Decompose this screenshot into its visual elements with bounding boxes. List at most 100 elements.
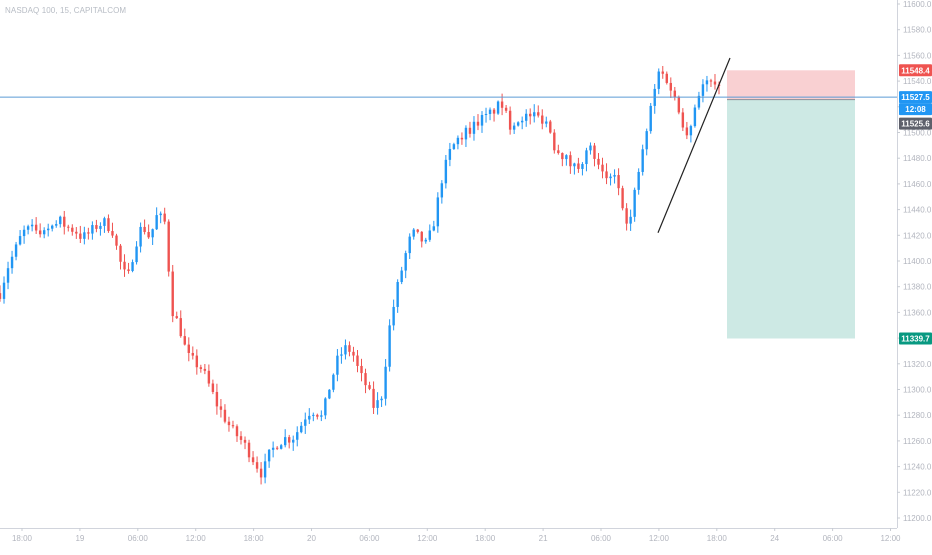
candle	[304, 412, 307, 434]
candle-body	[516, 122, 520, 126]
candle-body	[537, 112, 540, 116]
candle-body	[79, 233, 82, 239]
price-axis-label: 11220.0	[903, 488, 932, 497]
price-axis-label: 11440.0	[903, 206, 932, 215]
candle-body	[203, 368, 207, 371]
candle-body	[304, 419, 307, 426]
price-axis-label: 11560.0	[903, 51, 932, 60]
candle	[38, 223, 42, 238]
candle-body	[199, 367, 203, 369]
position-zones-layer	[727, 70, 855, 339]
candle	[504, 105, 508, 113]
price-axis-label: 11380.0	[903, 283, 932, 292]
candle	[179, 310, 182, 338]
candle-body	[131, 262, 134, 272]
price-axis-label: 11240.0	[903, 463, 932, 472]
candle-body	[107, 218, 110, 232]
candle-body	[67, 226, 70, 228]
candle	[296, 426, 299, 447]
candle	[709, 78, 713, 87]
candle-body	[448, 148, 452, 160]
candle	[516, 121, 520, 127]
price-axis-label: 11260.0	[903, 437, 932, 446]
stop-loss-zone[interactable]	[727, 70, 855, 100]
candle-body	[661, 71, 664, 74]
candle-body	[163, 213, 166, 222]
candle	[549, 119, 552, 134]
candle-body	[416, 229, 419, 232]
take-profit-zone[interactable]	[727, 99, 855, 339]
candle-body	[452, 144, 456, 149]
current-price-label-bg	[899, 91, 932, 104]
candle-body	[191, 352, 195, 356]
candle-body	[296, 432, 299, 440]
time-axis-label: 12:00	[417, 534, 438, 543]
candle-body	[227, 421, 231, 426]
candle	[364, 368, 367, 394]
candle-body	[685, 127, 689, 136]
candle-body	[440, 183, 444, 198]
trend-line[interactable]	[657, 57, 731, 233]
candle	[533, 104, 536, 123]
candle-body	[356, 355, 359, 366]
candle-body	[151, 229, 154, 238]
candle-body	[468, 127, 472, 134]
time-axis-label: 12:00	[649, 534, 670, 543]
price-axis-label: 11300.0	[903, 386, 932, 395]
entry-price-label-bg	[899, 117, 932, 130]
candle-body	[545, 121, 548, 124]
candle	[520, 116, 524, 130]
candle-body	[565, 155, 568, 160]
candle-body	[71, 227, 74, 232]
candle	[139, 222, 142, 253]
candle	[605, 163, 608, 185]
time-axis-label: 18:00	[12, 534, 33, 543]
candle	[127, 262, 130, 274]
candle-body	[312, 414, 315, 416]
candle-body	[400, 270, 403, 283]
price-axis-label: 11600.0	[903, 0, 932, 9]
candle-body	[376, 400, 379, 408]
candle	[573, 162, 576, 175]
candle	[107, 214, 110, 233]
candle-body	[420, 231, 423, 242]
candle	[267, 448, 271, 468]
candle	[569, 151, 572, 174]
candle-body	[279, 445, 283, 449]
candle	[131, 259, 134, 273]
candle-body	[155, 215, 158, 230]
candle-body	[697, 95, 701, 108]
time-axis-label: 20	[307, 534, 316, 543]
candle	[597, 153, 600, 170]
time-axis-label: 06:00	[591, 534, 612, 543]
candle-body	[581, 164, 584, 169]
candle-body	[175, 316, 178, 319]
candle	[340, 347, 343, 364]
candle-body	[344, 345, 347, 355]
time-axis[interactable]: 18:00 19 06:00 12:00 18:00 20 06:00 12:00 18:00 2…	[0, 528, 901, 543]
candle-body	[681, 112, 685, 128]
candle-body	[99, 225, 102, 229]
candle	[661, 65, 664, 79]
candle-body	[219, 406, 223, 410]
candle	[316, 413, 319, 420]
candle	[308, 408, 311, 425]
candle	[147, 224, 150, 239]
candle-body	[396, 282, 399, 307]
time-axis-label: 12:00	[880, 534, 901, 543]
candle	[288, 434, 291, 449]
candle-body	[492, 109, 496, 114]
candle	[589, 142, 592, 155]
candle-body	[95, 225, 98, 229]
candle-body	[520, 120, 524, 123]
candle	[344, 339, 347, 360]
candle	[452, 142, 456, 150]
candle-body	[223, 409, 227, 422]
candle-body	[444, 159, 448, 184]
price-axis[interactable]: 11600.011580.011560.011540.011520.011500…	[897, 0, 932, 528]
candle	[163, 207, 166, 225]
candle-body	[91, 225, 94, 234]
candle	[103, 216, 106, 233]
candle-body	[424, 239, 427, 242]
